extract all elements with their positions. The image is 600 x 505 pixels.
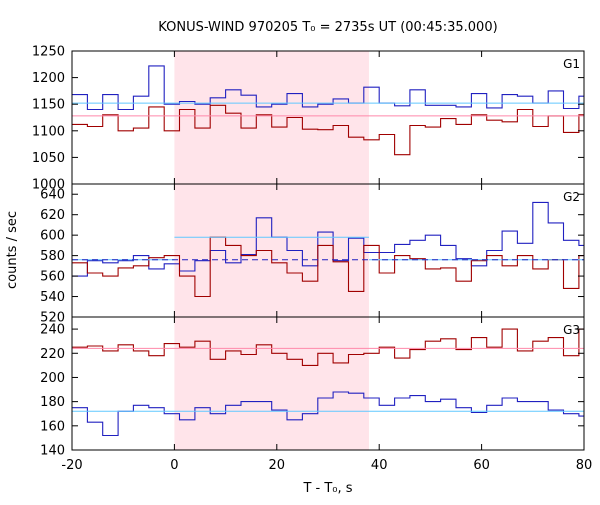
- y-tick-label: 240: [40, 323, 65, 338]
- y-tick-label: 1250: [32, 45, 65, 60]
- series-red-histogram: [72, 328, 584, 366]
- x-tick-label: 80: [576, 458, 593, 473]
- y-tick-label: 1150: [32, 98, 65, 113]
- y-tick-label: 520: [40, 311, 65, 326]
- y-axis-label: counts / sec: [5, 211, 20, 289]
- x-tick-label: -20: [61, 458, 82, 473]
- y-tick-label: 140: [40, 444, 65, 459]
- y-tick-label: 560: [40, 270, 65, 285]
- y-tick-label: 160: [40, 419, 65, 434]
- x-tick-label: 0: [170, 458, 178, 473]
- series-red-histogram: [72, 104, 584, 156]
- panel-label: G1: [563, 57, 580, 71]
- y-tick-label: 200: [40, 371, 65, 386]
- x-tick-label: 20: [269, 458, 286, 473]
- panel-g3: 140 160 180 200 220 240 G3: [40, 316, 585, 459]
- panels-layer: 1000 1050 1100 1150 1200 1250 G1 520 540 560 580 60…: [32, 45, 593, 474]
- y-tick-label: 1050: [32, 151, 65, 166]
- panel-label: G3: [563, 323, 580, 337]
- x-axis-label: T - T₀, s: [302, 481, 352, 496]
- y-tick-label: 620: [40, 208, 65, 223]
- y-tick-label: 180: [40, 395, 65, 410]
- y-tick-label: 580: [40, 249, 65, 264]
- y-tick-label: 640: [40, 188, 65, 203]
- series-blue-histogram: [72, 65, 584, 111]
- panel-g2: 520 540 560 580 600 620 640 G2: [40, 183, 585, 326]
- x-tick-label: 40: [371, 458, 388, 473]
- y-tick-label: 540: [40, 290, 65, 305]
- series-blue-histogram: [72, 201, 584, 277]
- y-tick-label: 220: [40, 347, 65, 362]
- y-tick-label: 600: [40, 229, 65, 244]
- panel-label: G2: [563, 190, 580, 204]
- panel-frame: [71, 316, 585, 451]
- y-tick-label: 1000: [32, 178, 65, 193]
- series-blue-histogram: [72, 391, 584, 437]
- y-tick-label: 1200: [32, 71, 65, 86]
- series-red-histogram: [72, 236, 584, 298]
- chart-title: KONUS-WIND 970205 T₀ = 2735s UT (00:45:3…: [158, 20, 497, 35]
- y-tick-label: 1100: [32, 124, 65, 139]
- x-tick-label: 60: [473, 458, 490, 473]
- panel-g1: 1000 1050 1100 1150 1200 1250 G1: [32, 45, 585, 193]
